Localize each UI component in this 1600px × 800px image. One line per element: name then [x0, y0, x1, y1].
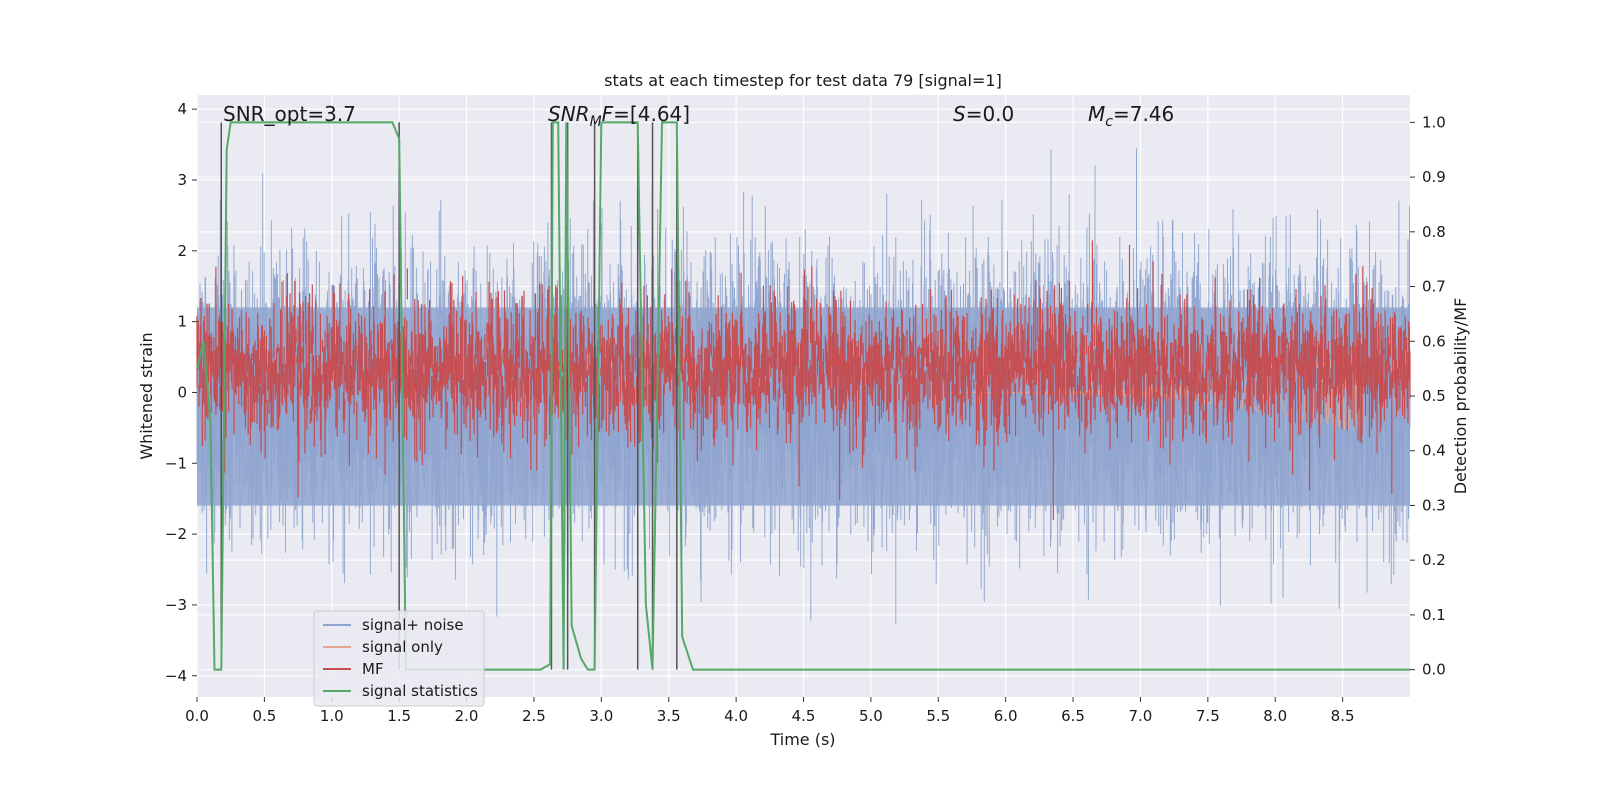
x-tick-label: 1.5 — [387, 707, 411, 725]
x-tick-label: 7.0 — [1129, 707, 1153, 725]
snr-mf-label2: F — [602, 102, 614, 126]
s-annotation: S=0.0 — [953, 102, 1014, 126]
signal-statistics-series — [196, 121, 1410, 671]
y-right-tick-label: 0.8 — [1422, 223, 1446, 241]
legend-label: signal only — [362, 638, 443, 656]
x-tick-label: 5.5 — [926, 707, 950, 725]
y-right-tick-label: 0.6 — [1422, 332, 1446, 350]
y-right-tick-label: 0.9 — [1422, 168, 1446, 186]
legend-label: signal+ noise — [362, 616, 464, 634]
y-right-tick-label: 1.0 — [1422, 113, 1446, 131]
y-right-axis-ticks: 1.0 0.9 0.8 0.7 0.6 0.5 0.4 0.3 0.2 0.1 0.0 — [1410, 113, 1446, 679]
snr-opt-value: =3.7 — [307, 102, 356, 126]
x-tick-label: 4.5 — [792, 707, 816, 725]
y-tick-label: 4 — [177, 100, 187, 118]
x-tick-label: 8.0 — [1263, 707, 1287, 725]
y-tick-label: 0 — [177, 383, 187, 401]
x-tick-label: 7.5 — [1196, 707, 1220, 725]
chart-title: stats at each timestep for test data 79 … — [604, 71, 1002, 90]
legend-label: MF — [362, 660, 384, 678]
signal-statistics-trace — [196, 121, 1410, 671]
legend: signal+ noise signal only MF signal statist… — [313, 610, 485, 707]
mc-value: =7.46 — [1113, 102, 1174, 126]
x-tick-label: 1.0 — [320, 707, 344, 725]
y-tick-label: −3 — [165, 596, 187, 614]
y-right-tick-label: 0.1 — [1422, 606, 1446, 624]
mc-label: M — [1088, 102, 1105, 126]
x-tick-label: 0.0 — [185, 707, 209, 725]
y-tick-label: 3 — [177, 171, 187, 189]
x-tick-label: 4.0 — [724, 707, 748, 725]
y-right-tick-label: 0.3 — [1422, 496, 1446, 514]
x-axis-ticks: 0.0 0.5 1.0 1.5 2.0 2.5 3.0 3.5 4.0 4.5 5.0 5.5 6.0 6… — [185, 697, 1355, 725]
y-right-tick-label: 0.5 — [1422, 387, 1446, 405]
y-right-tick-label: 0.7 — [1422, 278, 1446, 296]
snr-mf-value: =[4.64] — [613, 102, 690, 126]
y-tick-label: −1 — [165, 454, 187, 472]
snr-mf-subscript: M — [590, 114, 602, 130]
snr-mf-label: SNR — [548, 102, 590, 126]
x-tick-label: 6.5 — [1061, 707, 1085, 725]
y-axis-label: Whitened strain — [137, 332, 156, 459]
snr-mf-annotation: SNRMF=[4.64] — [548, 102, 690, 130]
snr-opt-annotation: SNR_opt=3.7 — [223, 102, 356, 126]
mf-series — [196, 240, 1411, 521]
x-tick-label: 2.0 — [455, 707, 479, 725]
x-tick-label: 3.5 — [657, 707, 681, 725]
x-tick-label: 8.5 — [1331, 707, 1355, 725]
legend-label: signal statistics — [362, 682, 478, 700]
y-right-tick-label: 0.2 — [1422, 551, 1446, 569]
x-tick-label: 6.0 — [994, 707, 1018, 725]
x-tick-label: 0.5 — [252, 707, 276, 725]
y-tick-label: 1 — [177, 313, 187, 331]
y-right-axis-label: Detection probability/MF — [1451, 298, 1470, 495]
snr-opt-label: SNR_opt — [223, 102, 307, 126]
y-right-tick-label: 0.4 — [1422, 442, 1446, 460]
y-axis-ticks: 4 3 2 1 0 −1 −2 −3 −4 — [165, 100, 197, 685]
y-tick-label: 2 — [177, 242, 187, 260]
x-tick-label: 2.5 — [522, 707, 546, 725]
mc-annotation: Mc=7.46 — [1088, 102, 1174, 130]
s-label: S — [953, 102, 966, 126]
x-tick-label: 5.0 — [859, 707, 883, 725]
y-right-tick-label: 0.0 — [1422, 661, 1446, 679]
y-tick-label: −2 — [165, 525, 187, 543]
s-value: =0.0 — [966, 102, 1015, 126]
x-axis-label: Time (s) — [769, 730, 835, 749]
legend-box — [313, 610, 485, 707]
y-tick-label: −4 — [165, 667, 187, 685]
x-tick-label: 3.0 — [589, 707, 613, 725]
mf-trace — [196, 240, 1411, 521]
mc-subscript: c — [1105, 114, 1113, 130]
